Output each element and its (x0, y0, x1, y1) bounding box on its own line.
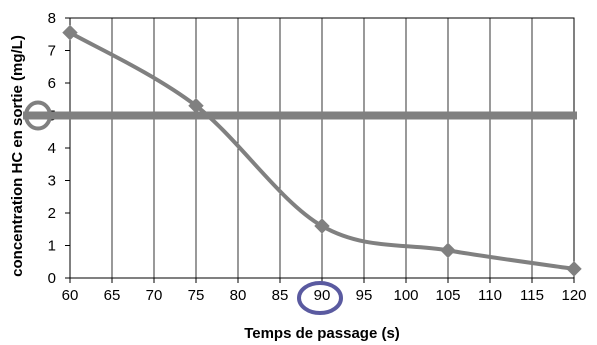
y-tick-label: 0 (48, 270, 56, 287)
gridlines (111, 18, 533, 278)
y-tick-label: 8 (48, 10, 56, 27)
data-point (314, 218, 330, 234)
y-tick-label: 6 (48, 75, 56, 92)
x-tick-label: 115 (520, 287, 544, 304)
y-tick-label: 7 (48, 43, 56, 60)
x-tick-label: 60 (62, 287, 79, 304)
x-tick-labels: 60 65 70 75 80 85 90 95 100 105 110 115 120 (62, 287, 587, 304)
data-point (440, 242, 456, 259)
x-tick-label: 105 (435, 287, 460, 304)
data-point (566, 261, 582, 277)
highlight-circle-x (297, 281, 343, 315)
axes (65, 17, 575, 283)
x-tick-label: 100 (393, 287, 418, 304)
series-group (62, 24, 582, 277)
x-tick-label: 90 (314, 287, 331, 304)
x-tick-label: 70 (146, 287, 163, 304)
annotations (24, 100, 343, 315)
y-tick-label: 1 (48, 238, 56, 255)
x-tick-label: 80 (230, 287, 247, 304)
y-tick-label: 4 (48, 140, 56, 157)
data-point (62, 24, 78, 41)
x-tick-label: 75 (188, 287, 205, 304)
y-tick-label: 3 (48, 173, 56, 190)
y-tick-labels: 012345678 (48, 10, 56, 287)
x-tick-label: 65 (104, 287, 121, 304)
y-tick-label: 2 (48, 205, 56, 222)
y-axis-title: concentration HC en sortie (mg/L) (9, 35, 26, 277)
x-tick-label: 95 (356, 287, 373, 304)
data-point (188, 98, 204, 114)
x-tick-label: 85 (272, 287, 289, 304)
highlight-circle-y (24, 100, 52, 131)
x-tick-label: 120 (561, 287, 586, 304)
x-axis-title: Temps de passage (s) (244, 325, 400, 342)
x-tick-label: 110 (478, 287, 502, 304)
